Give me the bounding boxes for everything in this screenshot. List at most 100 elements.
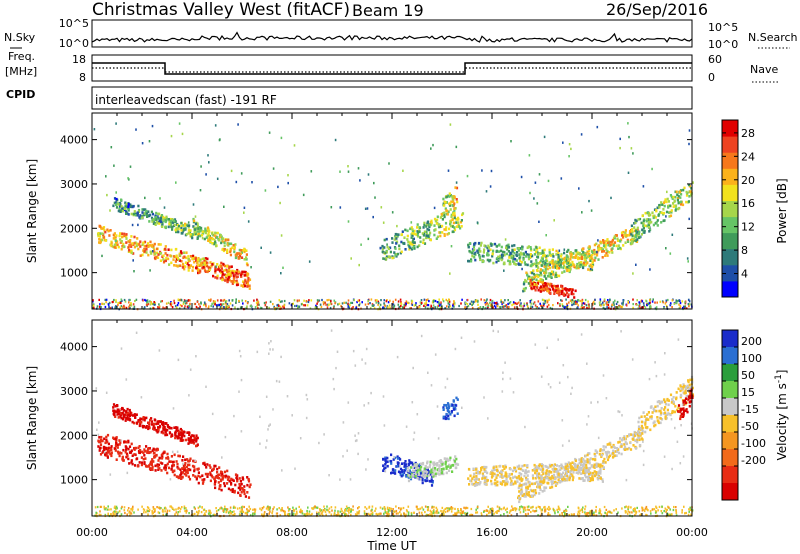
data-cell — [496, 480, 499, 484]
colorbar-swatch — [722, 184, 738, 201]
data-cell — [233, 489, 236, 493]
data-cell — [156, 465, 159, 468]
data-cell — [141, 211, 144, 214]
data-cell — [140, 461, 144, 464]
data-cell — [666, 190, 668, 194]
ground-cell — [204, 302, 206, 305]
data-cell — [414, 475, 417, 478]
data-cell — [114, 447, 117, 451]
data-cell — [545, 469, 548, 473]
data-cell — [461, 212, 465, 215]
data-cell — [566, 464, 569, 468]
data-cell — [524, 469, 527, 472]
data-cell — [196, 222, 199, 226]
data-cell — [612, 452, 615, 455]
data-cell — [208, 464, 211, 467]
data-cell — [164, 252, 167, 255]
data-cell — [225, 275, 228, 279]
data-cell — [241, 270, 244, 274]
data-cell — [478, 247, 481, 250]
ground-cell — [152, 302, 154, 306]
data-cell — [187, 269, 190, 272]
data-cell — [555, 285, 558, 288]
data-cell — [97, 439, 100, 443]
data-cell — [656, 224, 659, 227]
data-cell — [571, 256, 574, 259]
data-cell — [192, 256, 195, 260]
data-cell — [243, 248, 246, 252]
ground-cell — [356, 301, 358, 304]
ground-cell — [461, 298, 463, 301]
colorbar-tick-label: 12 — [741, 221, 755, 234]
ground-cell — [649, 305, 652, 308]
data-cell — [152, 250, 154, 253]
data-cell — [134, 464, 137, 467]
data-cell — [120, 198, 123, 202]
freq-label-1: Freq. — [8, 50, 35, 63]
ground-cell — [561, 303, 564, 306]
data-cell — [203, 261, 206, 265]
data-cell — [521, 478, 524, 481]
data-cell — [394, 469, 397, 472]
data-cell — [472, 467, 475, 471]
data-cell — [106, 433, 110, 437]
data-cell — [187, 226, 190, 229]
data-cell — [240, 487, 244, 490]
ground-cell — [115, 299, 117, 302]
data-cell — [562, 475, 565, 479]
ground-cell — [567, 305, 569, 308]
data-cell — [162, 258, 165, 261]
ground-cell — [328, 303, 330, 306]
data-cell — [206, 257, 209, 261]
ground-cell — [269, 300, 272, 303]
data-cell — [101, 232, 104, 235]
data-cell — [553, 467, 557, 471]
data-cell — [121, 411, 124, 415]
ground-cell — [246, 305, 248, 308]
data-cell — [632, 435, 635, 439]
data-cell — [134, 446, 137, 450]
data-cell — [516, 251, 519, 254]
data-cell — [449, 201, 452, 205]
data-cell — [159, 425, 162, 428]
data-cell — [138, 461, 141, 464]
data-cell — [455, 396, 458, 400]
data-cell — [508, 254, 511, 257]
data-cell — [418, 464, 421, 468]
data-cell — [483, 248, 486, 251]
data-cell — [207, 237, 210, 241]
data-cell — [579, 477, 582, 481]
data-cell — [151, 449, 154, 452]
ground-cell — [640, 307, 642, 310]
data-cell — [242, 490, 245, 493]
ground-cell — [210, 298, 212, 301]
data-cell — [231, 246, 234, 250]
data-cell — [210, 232, 214, 235]
data-cell — [676, 198, 679, 202]
data-cell — [129, 203, 132, 206]
ground-cell — [296, 306, 299, 309]
data-cell — [529, 271, 532, 274]
data-cell — [384, 461, 388, 464]
data-cell — [623, 445, 627, 449]
data-cell — [679, 189, 683, 192]
ground-cell — [382, 306, 384, 309]
data-cell — [507, 243, 510, 247]
data-cell — [182, 262, 185, 266]
data-cell — [416, 226, 419, 229]
data-cell — [180, 229, 183, 232]
data-cell — [391, 471, 394, 474]
data-cell — [622, 230, 625, 234]
data-cell — [553, 284, 556, 288]
data-cell — [501, 483, 504, 486]
data-cell — [597, 463, 600, 467]
data-cell — [541, 269, 544, 272]
data-cell — [630, 147, 633, 150]
data-cell — [540, 278, 543, 282]
data-cell — [98, 446, 101, 450]
data-cell — [495, 249, 498, 253]
data-cell — [243, 206, 246, 209]
data-cell — [143, 462, 146, 466]
data-cell — [163, 425, 166, 429]
